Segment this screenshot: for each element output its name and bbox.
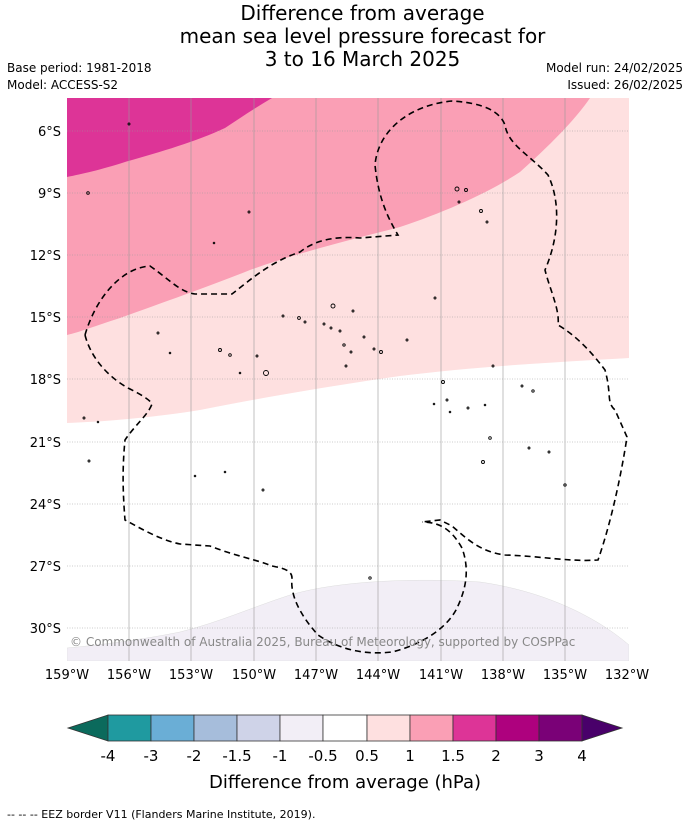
- band-minus-1: [67, 579, 629, 661]
- lon-label: 147°W: [294, 668, 338, 683]
- lon-label: 144°W: [356, 668, 400, 683]
- copyright-notice: © Commonwealth of Australia 2025, Bureau…: [70, 635, 575, 649]
- lon-label: 135°W: [543, 668, 587, 683]
- colorbar-segment: [452, 714, 497, 742]
- colorbar-tick-label: 0.5: [355, 747, 379, 765]
- latitude-labels: 6°S 9°S 12°S 15°S 18°S 21°S 24°S 27°S 30…: [30, 125, 61, 637]
- meta-left: Base period: 1981-2018 Model: ACCESS-S2: [7, 60, 152, 94]
- lon-label: 156°W: [107, 668, 151, 683]
- meta-right: Model run: 24/02/2025 Issued: 26/02/2025: [546, 60, 683, 94]
- colorbar-tick-label: -1: [273, 747, 288, 765]
- band-1: [67, 98, 590, 335]
- longitude-labels: 159°W 156°W 153°W 150°W 147°W 144°W 141°…: [45, 668, 649, 683]
- pressure-anomaly-map: © Commonwealth of Australia 2025, Bureau…: [30, 98, 649, 793]
- colorbar-tick-label: -1.5: [222, 747, 251, 765]
- colorbar-tick-label: -3: [144, 747, 159, 765]
- model-name: Model: ACCESS-S2: [7, 78, 119, 92]
- lat-label: 18°S: [30, 373, 61, 388]
- lon-label: 138°W: [481, 668, 525, 683]
- colorbar-title: Difference from average (hPa): [209, 772, 481, 793]
- colorbar-segment: [107, 714, 152, 742]
- eez-legend-footer: -- -- -- EEZ border V11 (Flanders Marine…: [7, 808, 316, 821]
- colorbar-segment: [538, 714, 583, 742]
- lat-label: 15°S: [30, 311, 61, 326]
- colorbar: [66, 714, 624, 742]
- colorbar-tick-label: 3: [534, 747, 544, 765]
- lat-label: 12°S: [30, 249, 61, 264]
- colorbar-ticks: -4 -3 -2 -1.5 -1 -0.5 0.5 1 1.5 2 3 4: [101, 747, 587, 765]
- colorbar-segment: [322, 714, 368, 742]
- gridlines: [67, 98, 629, 661]
- lon-label: 141°W: [419, 668, 463, 683]
- islands: [82, 122, 567, 580]
- base-period: Base period: 1981-2018: [7, 61, 152, 75]
- colorbar-tick-label: 2: [491, 747, 501, 765]
- lat-label: 21°S: [30, 436, 61, 451]
- colorbar-tick-label: 1.5: [441, 747, 465, 765]
- map-area: © Commonwealth of Australia 2025, Bureau…: [67, 98, 629, 661]
- lat-label: 24°S: [30, 498, 61, 513]
- colorbar-extend-low: [66, 714, 109, 742]
- issued-date: Issued: 26/02/2025: [567, 78, 683, 92]
- lat-label: 9°S: [38, 187, 61, 202]
- lat-label: 6°S: [38, 125, 61, 140]
- lon-label: 153°W: [169, 668, 213, 683]
- colorbar-segment: [409, 714, 454, 742]
- colorbar-tick-label: 1: [405, 747, 415, 765]
- lon-label: 150°W: [232, 668, 276, 683]
- lon-label: 159°W: [45, 668, 89, 683]
- title-line-1: Difference from average: [240, 1, 485, 25]
- title-line-2: mean sea level pressure forecast for: [179, 24, 546, 48]
- colorbar-tick-label: -4: [101, 747, 116, 765]
- lon-label: 132°W: [605, 668, 649, 683]
- colorbar-segment: [495, 714, 540, 742]
- colorbar-tick-label: -2: [187, 747, 202, 765]
- colorbar-segment: [279, 714, 324, 742]
- colorbar-tick-label: 4: [577, 747, 587, 765]
- map-title: Difference from average mean sea level p…: [0, 2, 690, 71]
- colorbar-segment: [366, 714, 411, 742]
- colorbar-segment: [193, 714, 238, 742]
- lat-label: 30°S: [30, 622, 61, 637]
- band-1-5: [67, 98, 272, 177]
- colorbar-tick-label: -0.5: [308, 747, 337, 765]
- colorbar-segment: [236, 714, 281, 742]
- colorbar-segment: [150, 714, 195, 742]
- colorbar-extend-high: [581, 714, 624, 742]
- lat-label: 27°S: [30, 560, 61, 575]
- eez-borders: [84, 100, 628, 654]
- model-run: Model run: 24/02/2025: [545, 61, 683, 75]
- title-line-3: 3 to 16 March 2025: [264, 47, 461, 71]
